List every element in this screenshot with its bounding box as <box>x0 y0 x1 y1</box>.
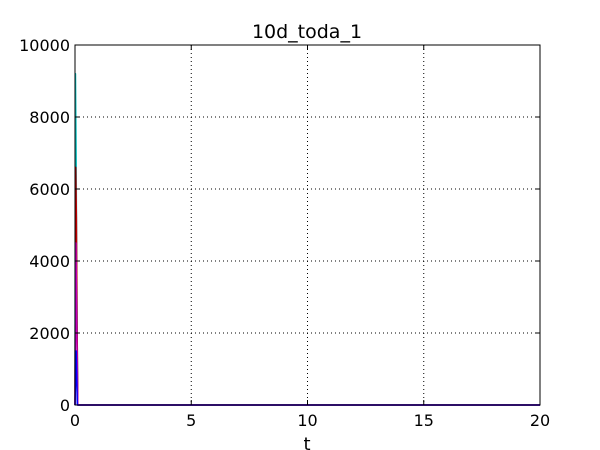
x-tick-label: 20 <box>530 411 550 430</box>
axis-ticks: 0 5 10 15 20 0 2000 4000 6000 8000 10000 <box>19 36 550 430</box>
chart-title: 10d_toda_1 <box>252 21 362 43</box>
y-tick-label: 4000 <box>29 252 70 271</box>
y-tick-label: 0 <box>60 396 70 415</box>
x-tick-label: 5 <box>186 411 196 430</box>
x-tick-label: 0 <box>70 411 80 430</box>
grid <box>75 45 540 405</box>
x-tick-label: 15 <box>414 411 434 430</box>
y-tick-label: 10000 <box>19 36 70 55</box>
x-tick-label: 10 <box>297 411 317 430</box>
y-tick-label: 2000 <box>29 324 70 343</box>
y-tick-label: 6000 <box>29 180 70 199</box>
x-axis-label: t <box>303 434 310 450</box>
y-tick-label: 8000 <box>29 108 70 127</box>
